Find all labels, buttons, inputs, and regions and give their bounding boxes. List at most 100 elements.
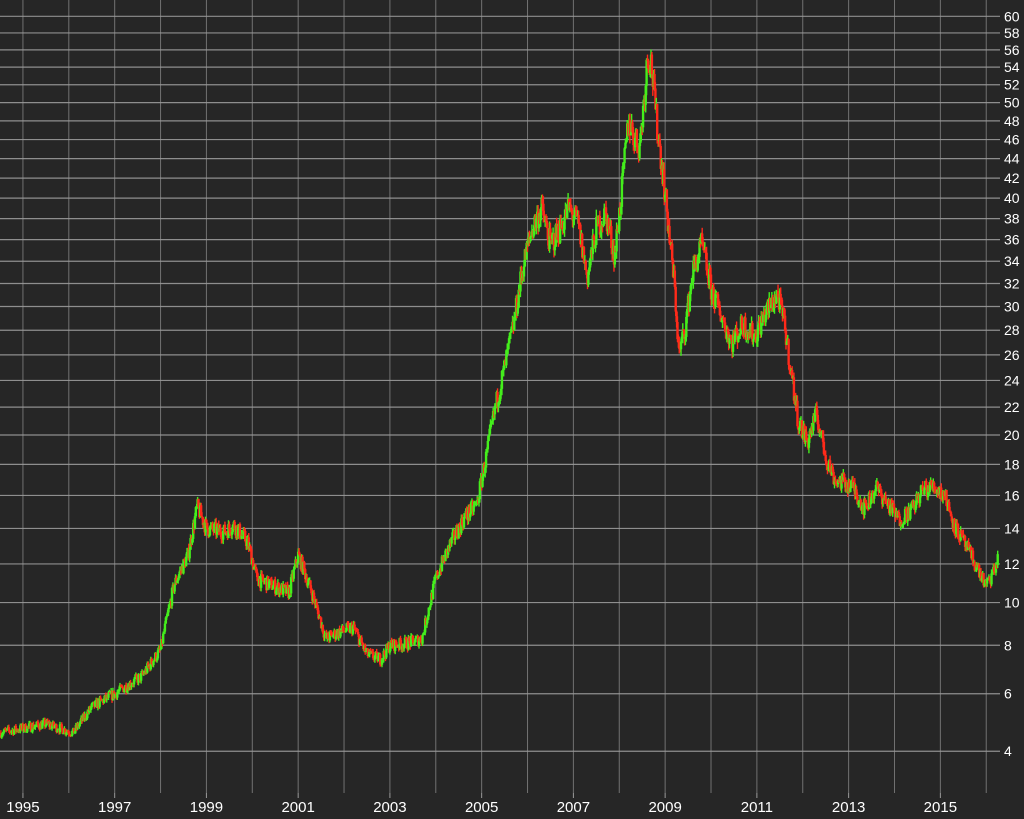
candle-body [796, 400, 799, 427]
candle-body [930, 480, 933, 485]
candle-body [41, 722, 44, 729]
candle-body [685, 316, 688, 337]
candle-body [588, 267, 591, 272]
candle-body [553, 246, 557, 251]
candle-body [563, 216, 566, 230]
candle-body [588, 258, 592, 268]
candle-body [208, 526, 212, 536]
candle-body [162, 631, 166, 634]
y-tick-label: 36 [1004, 232, 1020, 248]
candle-body [91, 702, 94, 704]
candle-body [505, 350, 508, 366]
candle-body [455, 527, 459, 537]
candle-body [43, 719, 47, 727]
candle-body [848, 482, 851, 493]
candle-body [356, 631, 360, 635]
candle-body [66, 731, 70, 733]
candle-body [303, 562, 306, 570]
candle-body [537, 216, 541, 229]
candle-body [619, 206, 623, 214]
candle-body [541, 198, 544, 204]
candle-body [824, 454, 827, 462]
candle-body [723, 319, 726, 323]
candle-body [488, 428, 491, 436]
candle-body [617, 231, 620, 233]
candle-body [991, 573, 994, 575]
candle-body [79, 721, 82, 725]
candle-body [411, 635, 415, 640]
candle-body [720, 321, 723, 323]
candle-body [468, 513, 472, 518]
candle-body [312, 592, 316, 599]
candle-body [857, 502, 860, 504]
candle-body [666, 211, 669, 232]
candle-body [219, 527, 222, 535]
candle-body [286, 585, 289, 587]
candle-body [909, 507, 912, 519]
candle-body [382, 650, 385, 660]
candle-body [432, 580, 436, 584]
candle-body [191, 538, 194, 544]
candle-body [737, 336, 740, 343]
candle-body [671, 259, 675, 277]
candle-body [956, 523, 960, 539]
x-tick-label: 1997 [98, 799, 131, 816]
candle-body [34, 726, 37, 728]
candle-body [636, 146, 639, 148]
candle-body [973, 562, 976, 571]
candle-body [373, 655, 377, 660]
candle-body [254, 566, 258, 570]
candle-body [569, 204, 572, 208]
candle-body [298, 554, 302, 556]
candle-body [68, 733, 71, 735]
candle-body [758, 321, 761, 323]
candle-body [825, 461, 828, 466]
candle-body [647, 60, 650, 69]
candle-body [117, 689, 121, 692]
candle-body [650, 54, 654, 74]
candle-body [897, 512, 901, 517]
candle-body [684, 336, 687, 339]
candle-body [589, 249, 593, 259]
candle-body [132, 684, 135, 686]
candle-body [892, 504, 895, 508]
candle-body [244, 530, 247, 542]
candle-body [307, 580, 310, 584]
candle-body [275, 587, 279, 591]
candle-body [176, 578, 180, 581]
y-tick-label: 44 [1004, 151, 1020, 167]
candle-body [223, 524, 227, 535]
candle-body [387, 644, 391, 653]
candle-body [979, 571, 983, 581]
candle-body [787, 339, 790, 365]
candle-body [585, 269, 588, 275]
candle-body [694, 256, 698, 264]
candle-body [675, 311, 678, 322]
candle-body [584, 261, 587, 270]
candle-body [551, 234, 554, 239]
candle-body [865, 505, 869, 509]
candle-body [176, 580, 179, 583]
candle-body [510, 326, 513, 332]
candle-body [648, 68, 651, 72]
candle-body [527, 237, 530, 245]
candle-body [444, 550, 447, 562]
candle-body [915, 493, 918, 505]
vertical-gridlines [22, 0, 987, 793]
candle-body [304, 569, 307, 579]
candle-body [84, 714, 87, 719]
candle-body [628, 120, 632, 136]
candle-body [26, 726, 29, 732]
candle-body [27, 726, 30, 728]
candle-body [207, 535, 211, 537]
candle-body [893, 507, 896, 513]
candle-body [130, 685, 133, 688]
candle-body [328, 631, 332, 641]
candle-body [178, 570, 182, 575]
candle-body [36, 721, 40, 725]
candle-body [9, 732, 12, 734]
candle-body [532, 228, 535, 237]
candle-body [458, 524, 461, 527]
candle-body [42, 720, 45, 723]
candle-body [233, 521, 236, 530]
